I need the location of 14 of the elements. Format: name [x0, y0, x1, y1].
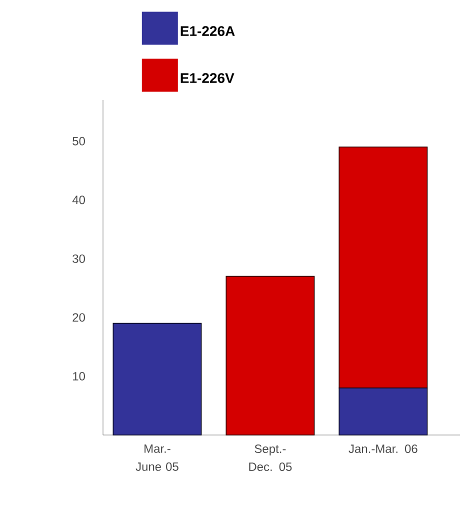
y-tick-label: 30 [72, 254, 85, 263]
x-tick-label: Jan.-Mar. 06 [348, 444, 418, 454]
bar [226, 276, 315, 436]
y-tick-label: 40 [72, 196, 85, 204]
bar [338, 388, 428, 436]
y-tick-label: 20 [72, 313, 85, 322]
y-tick-label: 10 [73, 372, 85, 380]
legend-label: E1-226V [180, 73, 234, 84]
x-tick-label: Sept.-Dec. 05 [249, 444, 292, 472]
y-tick-label: 50 [72, 136, 85, 146]
bar [112, 322, 202, 436]
bar [338, 146, 428, 388]
legend-label: E1-226A [180, 26, 235, 36]
x-tick-label: Mar.-June 05 [136, 444, 178, 471]
